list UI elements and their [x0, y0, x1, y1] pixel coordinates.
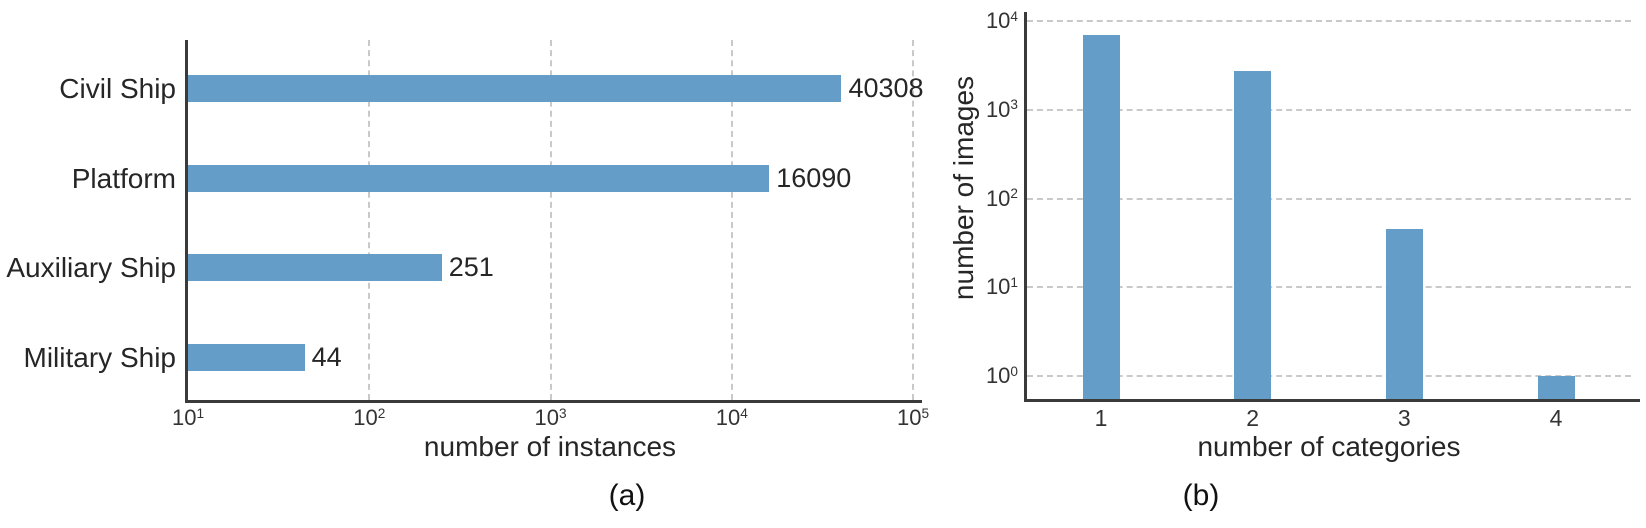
category-label: Platform	[71, 162, 176, 194]
bar-civil-ship	[188, 75, 842, 102]
x-tick-label: 104	[715, 405, 748, 430]
x-tick-label: 3	[1397, 405, 1411, 431]
x-axis-spine	[1024, 399, 1640, 402]
bar-value-label: 251	[448, 252, 494, 283]
x-tick-label: 4	[1549, 405, 1563, 431]
chart-a-xlabel: number of instances	[423, 431, 677, 462]
y-tick-label: 101	[985, 274, 1018, 300]
bar-value-label: 44	[311, 342, 342, 372]
x-tick-label: 103	[534, 405, 567, 430]
y-tick-label: 102	[985, 185, 1018, 211]
chart-b-caption: (b)	[1182, 479, 1220, 512]
bar-value-label: 16090	[776, 162, 852, 193]
grid-line-x10e3	[549, 40, 552, 400]
x-tick-label: 102	[353, 405, 386, 430]
bar-categories-1	[1082, 34, 1120, 399]
chart-b-ylabel: number of images	[948, 75, 979, 301]
bar-military-ship	[188, 344, 305, 371]
category-label: Auxiliary Ship	[6, 252, 176, 284]
grid-line-y10e0	[1027, 375, 1631, 377]
grid-line-x10e2	[368, 40, 371, 400]
chart-a-caption: (a)	[608, 479, 646, 512]
y-tick-label: 103	[985, 96, 1018, 122]
x-tick-label: 101	[171, 405, 205, 430]
grid-line-x10e5	[912, 40, 914, 400]
bar-value-label: 40308	[848, 73, 924, 103]
bar-categories-3	[1385, 229, 1423, 399]
chart-b-xlabel: number of categories	[1197, 431, 1461, 462]
grid-line-y10e2	[1027, 197, 1631, 200]
x-axis-spine	[185, 400, 922, 403]
x-tick-label: 2	[1246, 405, 1260, 431]
bar-auxiliary-ship	[188, 254, 442, 282]
grid-line-y10e3	[1027, 108, 1631, 111]
bar-categories-4	[1537, 376, 1575, 399]
category-label: Civil Ship	[59, 73, 176, 104]
y-tick-label: 104	[985, 8, 1018, 33]
x-tick-label: 1	[1094, 405, 1108, 431]
grid-line-x10e4	[730, 40, 733, 400]
grid-line-y10e1	[1027, 286, 1631, 289]
y-axis-spine	[1024, 12, 1027, 399]
x-tick-label: 105	[896, 405, 930, 430]
grid-line-y10e4	[1027, 20, 1631, 22]
y-axis-spine	[185, 40, 188, 400]
bar-platform	[188, 164, 770, 192]
bar-categories-2	[1234, 71, 1272, 399]
category-label: Military Ship	[23, 342, 176, 373]
y-tick-label: 100	[985, 363, 1018, 388]
